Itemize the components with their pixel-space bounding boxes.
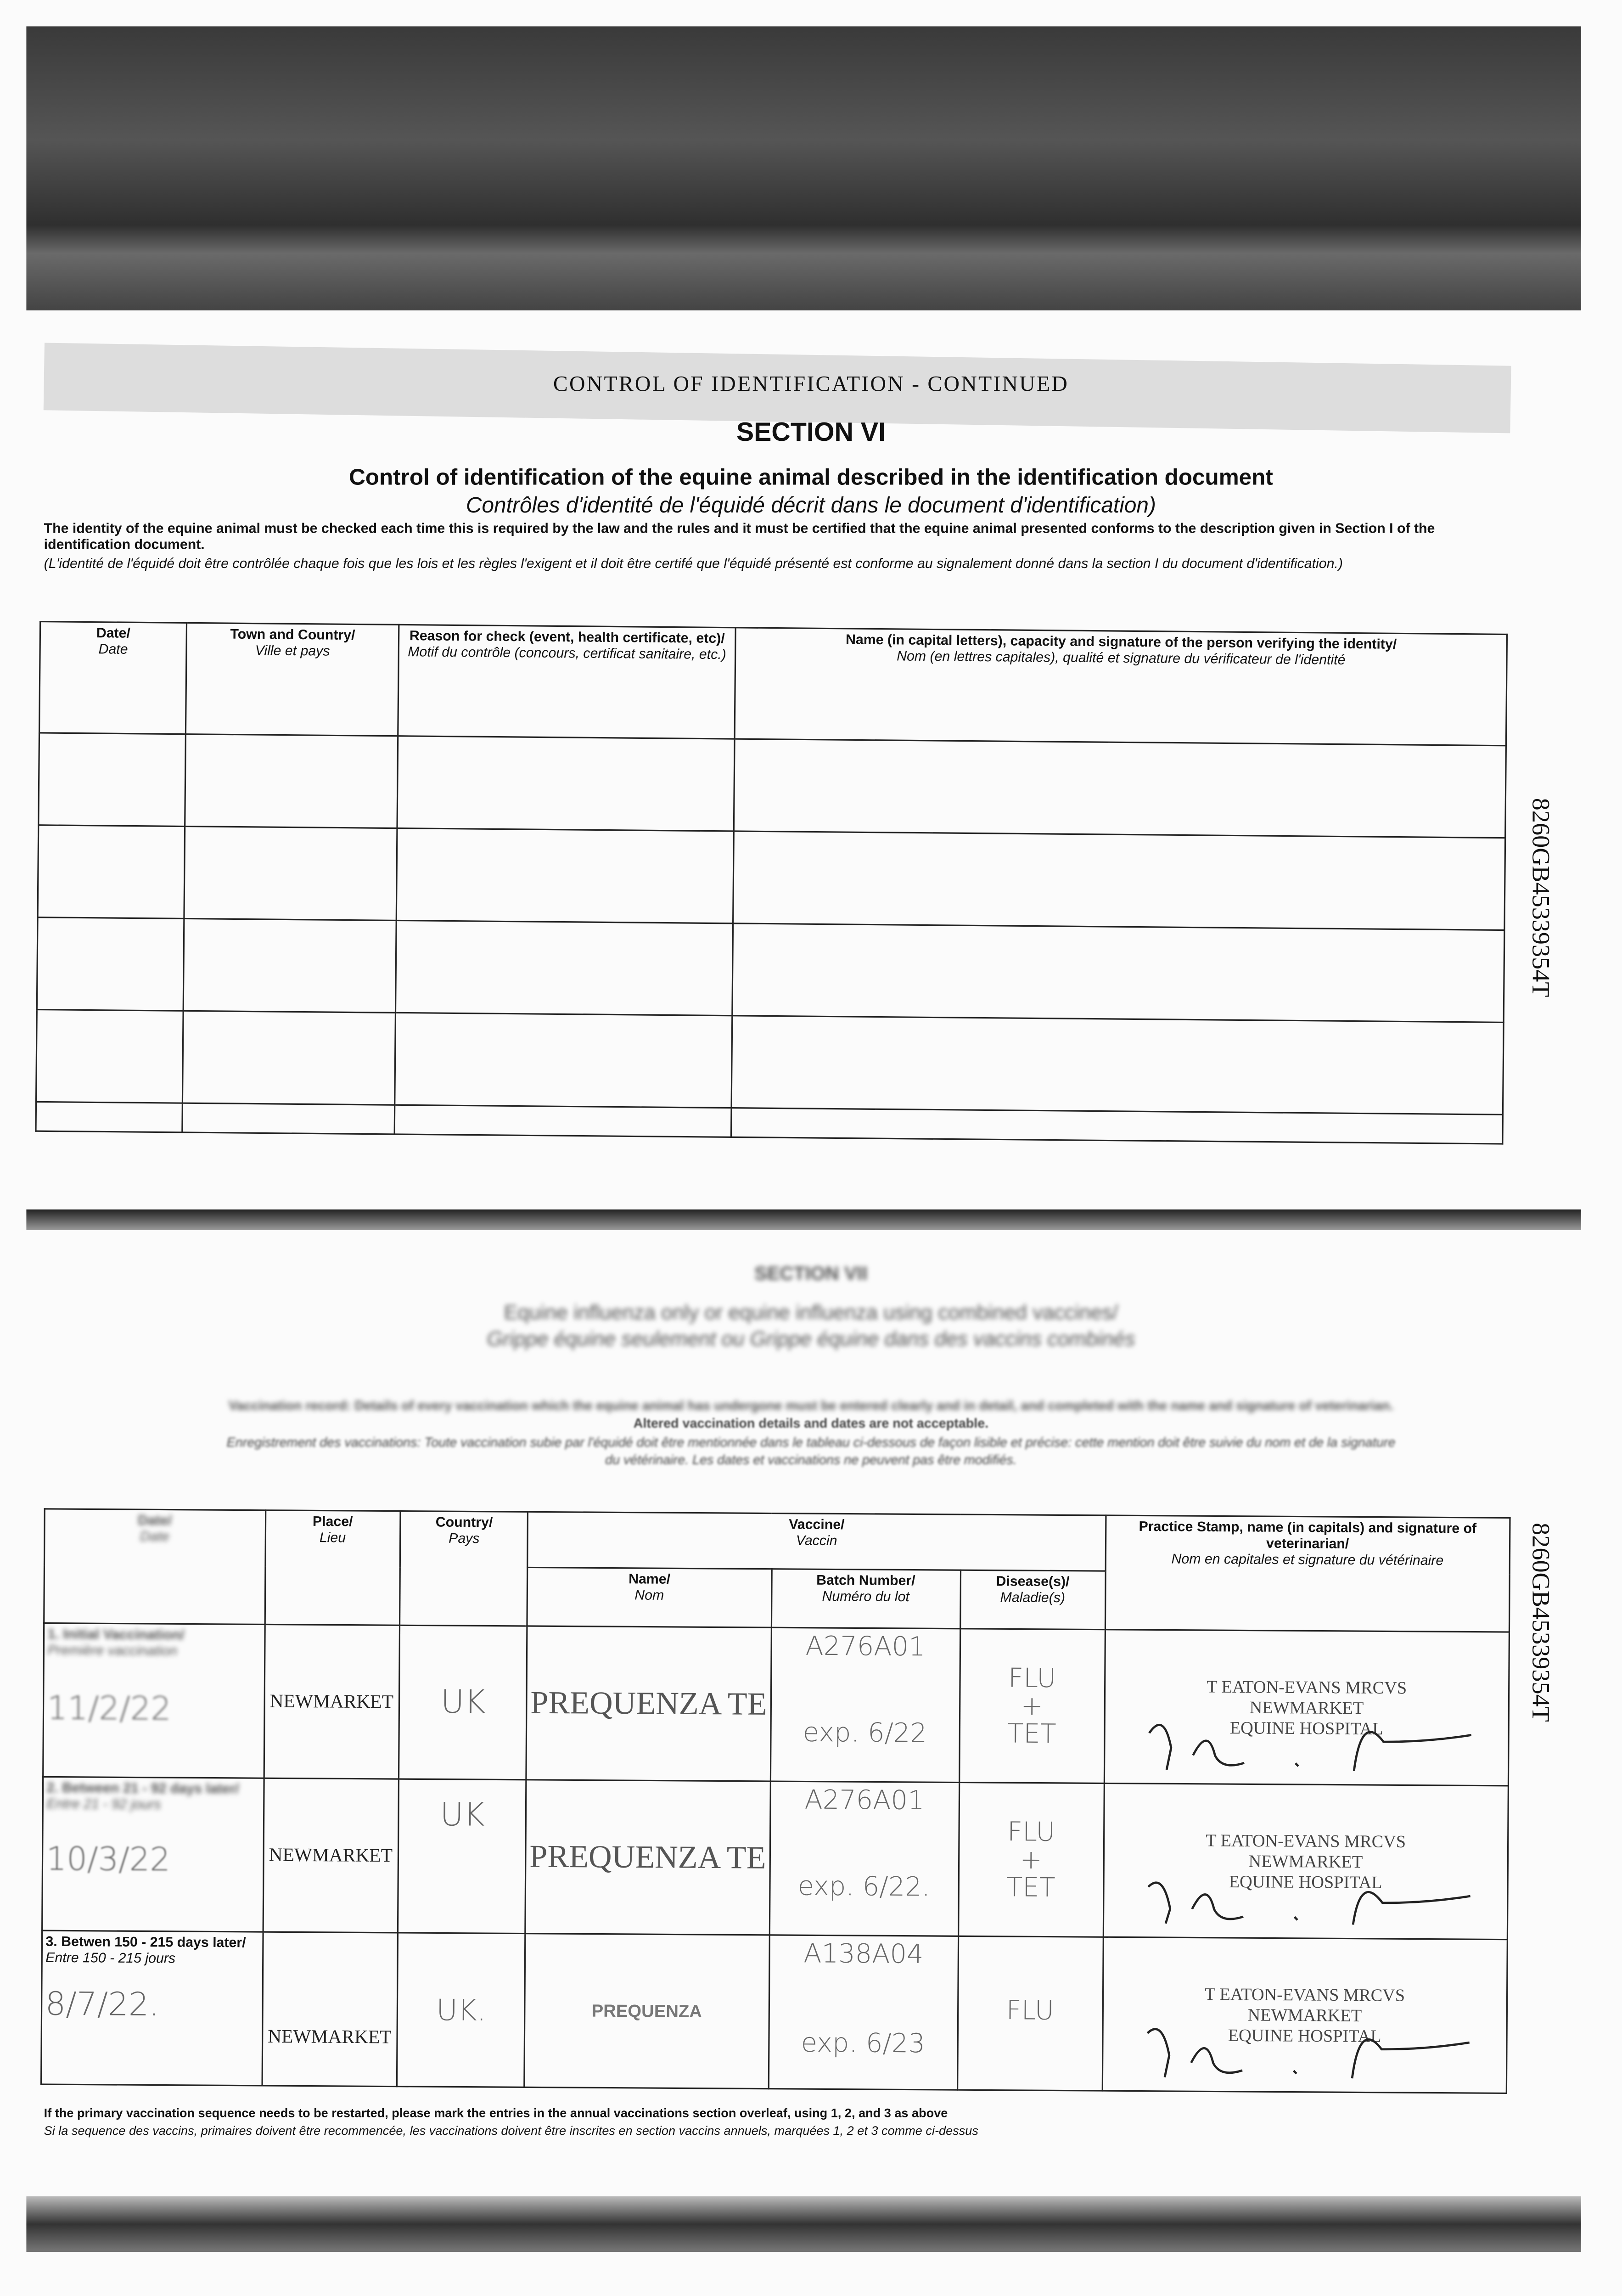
stamp-cell: T EATON-EVANS MRCVS NEWMARKET EQUINE HOSPI…: [1104, 1629, 1510, 1786]
signature: [1146, 2028, 1470, 2079]
place-cell: NEWMARKET: [263, 1624, 400, 1779]
table-row: [38, 825, 1505, 930]
table-row: 2. Between 21 - 92 days later/Entre 21 -…: [42, 1777, 1509, 1940]
place-cell: NEWMARKET: [262, 1778, 399, 1933]
footnote-en: If the primary vaccination sequence need…: [44, 2105, 948, 2121]
col-date: Date/Date: [44, 1508, 265, 1625]
country-cell: UK: [398, 1625, 528, 1780]
id-number-upper: 8260GB45339354T: [1527, 798, 1555, 997]
col-place: Place/Lieu: [264, 1510, 401, 1626]
batch-cell: A276A01 exp. 6/22.: [769, 1781, 960, 1936]
country-cell: UK: [398, 1779, 527, 1934]
control-table: Date/Date Town and Country/Ville et pays…: [35, 621, 1508, 1145]
banner-title: CONTROL OF IDENTIFICATION - CONTINUED: [553, 373, 1069, 397]
section7-note-en: Vaccination record: Details of every vac…: [228, 1398, 1394, 1413]
section7-note-fr2: du vétérinaire. Les dates et vaccination…: [605, 1452, 1017, 1467]
col-vaccine-name: Name/Nom: [527, 1567, 772, 1628]
country-cell: UK.: [397, 1932, 526, 2088]
scan-shadow-top: [26, 26, 1581, 310]
section7-title: SECTION VII: [754, 1262, 868, 1284]
table-row: 1. Initial Vaccination/Première vaccinat…: [43, 1623, 1510, 1786]
stamp-cell: T EATON-EVANS MRCVS NEWMARKET EQUINE HOSPI…: [1103, 1783, 1509, 1940]
col-vaccine: Vaccine/Vaccin: [528, 1512, 1106, 1571]
control-header-row: Date/Date Town and Country/Ville et pays…: [39, 621, 1507, 746]
vaccination-table: Date/Date Place/Lieu Country/Pays Vaccin…: [40, 1508, 1511, 2094]
table-row: [37, 917, 1504, 1023]
intro-fr: (L'identité de l'équidé doit être contrô…: [44, 556, 1343, 573]
section7-note-fr: Enregistrement des vaccinations: Toute v…: [226, 1435, 1396, 1450]
signature: [1147, 1881, 1470, 1925]
footnote-fr: Si la sequence des vaccins, primaires do…: [44, 2123, 978, 2138]
batch-cell: A138A04 exp. 6/23: [768, 1935, 959, 2090]
place-cell: NEWMARKET: [261, 1932, 398, 2087]
signature: [1148, 1723, 1471, 1771]
vaccine-name-cell: PREQUENZA: [524, 1933, 769, 2089]
col-reason: Reason for check (event, health certific…: [398, 625, 736, 739]
id-number-lower: 8260GB45339354T: [1527, 1523, 1555, 1722]
date-cell: 2. Between 21 - 92 days later/Entre 21 -…: [42, 1777, 264, 1932]
vaccine-name-cell: PREQUENZA TE: [526, 1626, 771, 1782]
title-en: Control of identification of the equine …: [349, 465, 1273, 491]
col-town: Town and Country/Ville et pays: [185, 623, 399, 736]
section7-title-fr: Grippe équine seulement ou Grippe équine…: [487, 1326, 1135, 1350]
col-date: Date/Date: [39, 621, 187, 734]
scan-shadow-bottom: [26, 2196, 1581, 2252]
col-batch: Batch Number/Numéro du lot: [771, 1569, 960, 1629]
col-stamp: Practice Stamp, name (in capitals) and s…: [1105, 1515, 1510, 1632]
vaccine-name-cell: PREQUENZA TE: [525, 1779, 770, 1935]
disease-cell: FLU + TET: [959, 1628, 1105, 1784]
vacc-header-row: Date/Date Place/Lieu Country/Pays Vaccin…: [44, 1508, 1510, 1632]
date-cell: 3. Betwen 150 - 215 days later/Entre 150…: [41, 1930, 263, 2086]
disease-cell: FLU: [957, 1936, 1103, 2091]
table-row: 3. Betwen 150 - 215 days later/Entre 150…: [41, 1930, 1508, 2093]
table-row: [38, 732, 1506, 838]
section7-note-en2: Altered vaccination details and dates ar…: [633, 1416, 989, 1431]
section7-title-en: Equine influenza only or equine influenz…: [504, 1300, 1118, 1324]
intro-en: The identity of the equine animal must b…: [44, 521, 1435, 554]
col-country: Country/Pays: [399, 1511, 528, 1626]
section-title: SECTION VI: [736, 417, 886, 447]
disease-cell: FLU + TET: [958, 1782, 1104, 1937]
table-row: [36, 1009, 1504, 1115]
date-cell: 1. Initial Vaccination/Première vaccinat…: [43, 1623, 264, 1778]
title-fr: Contrôles d'identité de l'équidé décrit …: [466, 493, 1156, 518]
col-disease: Disease(s)/Maladie(s): [960, 1570, 1106, 1630]
fold-shadow: [26, 1209, 1581, 1230]
stamp-cell: T EATON-EVANS MRCVS NEWMARKET EQUINE HOSPI…: [1102, 1937, 1508, 2093]
batch-cell: A276A01 exp. 6/22: [770, 1627, 960, 1783]
col-verifier: Name (in capital letters), capacity and …: [735, 627, 1507, 746]
